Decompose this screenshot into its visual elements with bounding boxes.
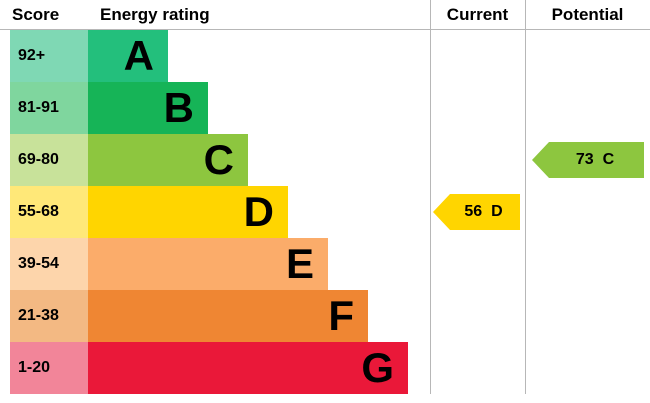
header-row: Score Energy rating Current Potential <box>0 0 650 30</box>
potential-rating-arrow: 73 C <box>532 142 644 178</box>
band-score-range: 39-54 <box>10 238 88 290</box>
energy-rating-column-header: Energy rating <box>100 5 210 24</box>
band-score-range: 21-38 <box>10 290 88 342</box>
band-bar-letter: E <box>88 238 328 290</box>
potential-column-header: Potential <box>551 5 624 24</box>
band-bar-letter: A <box>88 30 168 82</box>
potential-rating-letter: C <box>602 151 615 168</box>
band-bar-letter: F <box>88 290 368 342</box>
band-row-d: 55-68 D <box>10 186 408 238</box>
current-rating-letter: D <box>491 203 503 220</box>
rating-bands: 92+ A 81-91 B 69-80 C 55-68 D 39-54 E 21… <box>10 30 408 394</box>
band-row-f: 21-38 F <box>10 290 408 342</box>
band-score-range: 55-68 <box>10 186 88 238</box>
current-column-header: Current <box>446 5 509 24</box>
score-column-header: Score <box>12 5 60 24</box>
band-row-e: 39-54 E <box>10 238 408 290</box>
band-bar-letter: D <box>88 186 288 238</box>
band-row-a: 92+ A <box>10 30 408 82</box>
band-score-range: 69-80 <box>10 134 88 186</box>
potential-column-divider <box>525 0 526 394</box>
band-bar-letter: B <box>88 82 208 134</box>
potential-rating-score: 73 <box>575 151 594 168</box>
band-bar-letter: C <box>88 134 248 186</box>
current-rating-score: 56 <box>464 203 483 220</box>
band-bar-letter: G <box>88 342 408 394</box>
band-row-g: 1-20 G <box>10 342 408 394</box>
current-rating-arrow: 56 D <box>433 194 520 230</box>
current-column-divider <box>430 0 431 394</box>
band-score-range: 92+ <box>10 30 88 82</box>
band-row-b: 81-91 B <box>10 82 408 134</box>
band-score-range: 81-91 <box>10 82 88 134</box>
band-score-range: 1-20 <box>10 342 88 394</box>
band-row-c: 69-80 C <box>10 134 408 186</box>
